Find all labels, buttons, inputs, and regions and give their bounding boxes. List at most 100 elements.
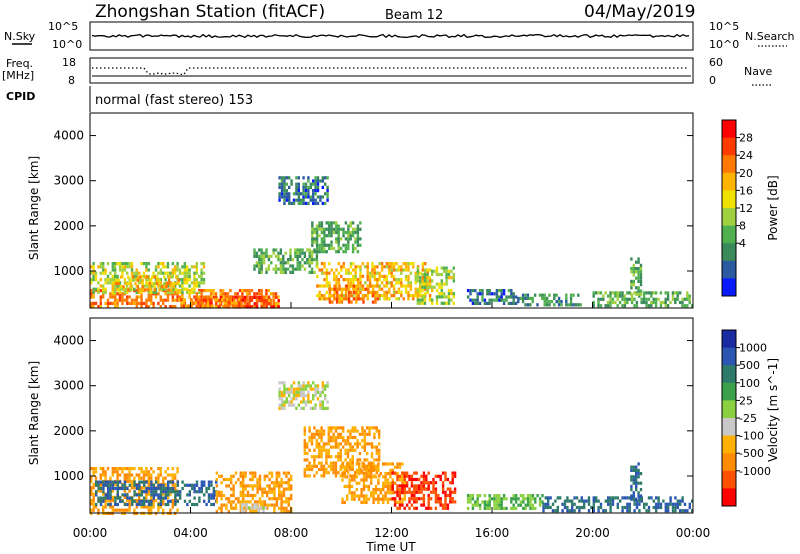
power-cell (355, 284, 358, 288)
power-cell (510, 301, 513, 305)
power-cell (164, 265, 167, 269)
velocity-cell (107, 483, 110, 487)
velocity-cell (99, 483, 102, 487)
velocity-cell (283, 403, 286, 407)
power-cell (94, 287, 98, 291)
velocity-cell (240, 503, 244, 507)
velocity-cell (327, 426, 330, 430)
power-cell (356, 250, 360, 254)
velocity-cell (401, 484, 404, 488)
velocity-cell (147, 499, 151, 503)
velocity-cell (280, 506, 283, 510)
power-cell (143, 275, 147, 279)
power-cell (423, 276, 427, 280)
velocity-cell (405, 484, 409, 488)
power-cell (193, 278, 196, 282)
velocity-cell (432, 487, 435, 491)
velocity-cell (150, 480, 153, 484)
velocity-cell (398, 474, 402, 478)
power-cell (114, 295, 117, 299)
velocity-cell (373, 426, 376, 430)
velocity-cell (282, 500, 286, 504)
velocity-cell (366, 464, 369, 468)
velocity-cell (94, 505, 98, 509)
velocity-cell (290, 400, 293, 404)
power-cell (669, 300, 672, 305)
power-cell (253, 254, 256, 258)
power-cell (344, 230, 348, 235)
velocity-cell (212, 502, 215, 507)
velocity-cell (266, 490, 269, 494)
power-cell (291, 267, 295, 271)
velocity-cell (282, 487, 286, 491)
power-cell (157, 271, 160, 275)
velocity-cell (143, 499, 146, 503)
velocity-cell (372, 475, 375, 479)
power-cell (356, 234, 360, 238)
power-cell (678, 300, 682, 305)
power-cell (652, 300, 655, 305)
velocity-cell (147, 508, 150, 512)
power-cell (102, 284, 105, 288)
velocity-cell (155, 480, 158, 484)
velocity-cell (386, 478, 390, 482)
velocity-cell (449, 481, 452, 485)
velocity-cell (413, 493, 416, 498)
velocity-cell (128, 483, 131, 487)
velocity-cell (375, 429, 378, 433)
power-cell (340, 297, 343, 301)
power-cell (414, 294, 417, 298)
velocity-cell (95, 490, 98, 494)
power-cell (109, 301, 112, 305)
velocity-cell (544, 496, 547, 500)
velocity-cell (243, 503, 246, 507)
power-cell (267, 302, 271, 306)
power-cell (248, 305, 252, 309)
velocity-cell (637, 481, 640, 485)
power-cell (431, 301, 434, 305)
velocity-cell (425, 474, 428, 478)
power-cell (158, 278, 161, 282)
velocity-cell (171, 505, 174, 509)
power-cell (119, 275, 123, 279)
velocity-cell (203, 483, 206, 487)
velocity-cell (441, 503, 445, 507)
velocity-cell (95, 493, 98, 497)
velocity-cell (174, 476, 177, 480)
velocity-cell (237, 497, 240, 501)
velocity-cell (126, 473, 129, 477)
power-cell (303, 267, 307, 271)
velocity-cell (295, 394, 298, 398)
velocity-cell (114, 508, 117, 512)
power-cell (423, 298, 427, 302)
power-cell (315, 234, 319, 238)
power-cell (428, 268, 432, 272)
power-cell (195, 271, 198, 275)
power-cell (228, 298, 231, 302)
power-cell (332, 271, 336, 275)
colorbar-swatch (722, 470, 736, 489)
velocity-cell (275, 497, 278, 501)
power-cell (572, 293, 575, 297)
velocity-cell (242, 487, 245, 491)
velocity-cell (133, 483, 136, 487)
velocity-cell (375, 458, 378, 462)
velocity-cell (324, 394, 327, 398)
power-cell (265, 254, 268, 258)
power-cell (219, 292, 222, 296)
power-cell (414, 274, 417, 278)
velocity-cell (437, 474, 440, 478)
velocity-cell (266, 503, 269, 507)
power-cell (476, 292, 479, 296)
power-cell (337, 246, 340, 251)
velocity-cell (640, 499, 643, 503)
velocity-cell (261, 487, 264, 491)
power-cell (323, 237, 326, 241)
velocity-cell (439, 477, 442, 482)
power-cell (99, 262, 102, 266)
velocity-cell (232, 487, 235, 491)
power-cell (400, 268, 403, 272)
velocity-cell (342, 474, 345, 478)
velocity-cell (90, 489, 93, 493)
velocity-cell (367, 475, 370, 479)
